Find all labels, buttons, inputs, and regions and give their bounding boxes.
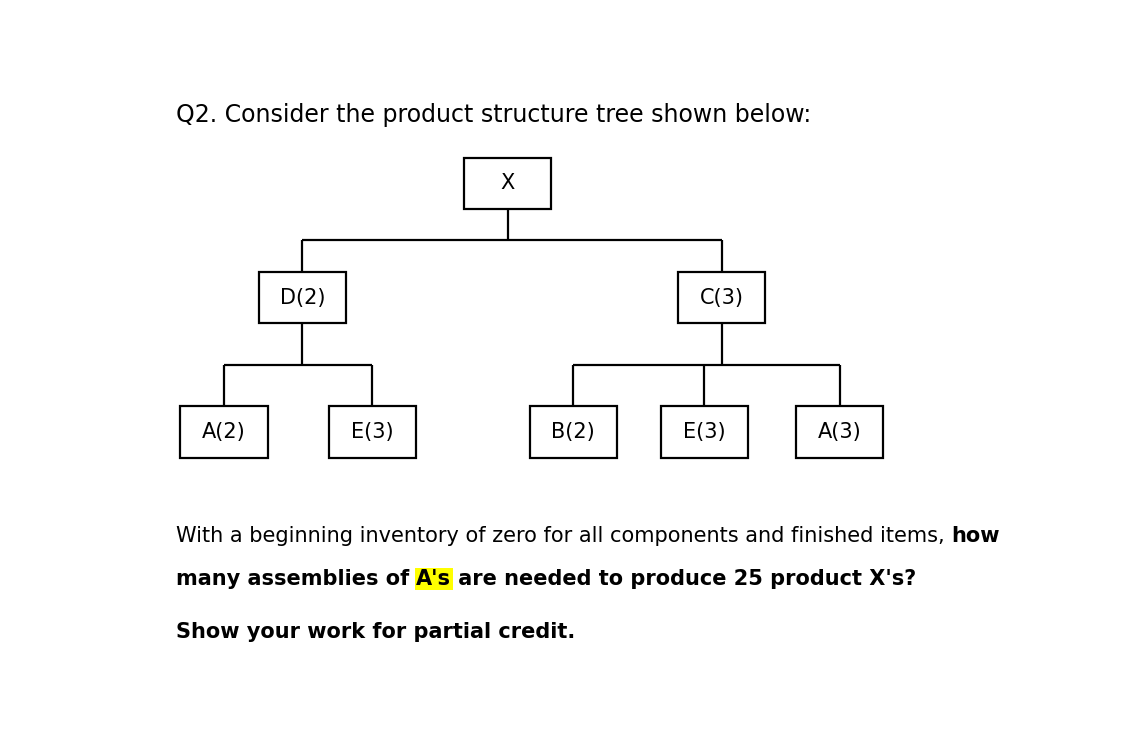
FancyBboxPatch shape xyxy=(530,406,616,458)
Text: Q2. Consider the product structure tree shown below:: Q2. Consider the product structure tree … xyxy=(176,103,811,128)
FancyBboxPatch shape xyxy=(678,272,765,324)
Text: E(3): E(3) xyxy=(350,422,393,441)
Text: are needed to produce 25 product X's?: are needed to produce 25 product X's? xyxy=(451,569,916,589)
Text: A(2): A(2) xyxy=(202,422,246,441)
Text: A's: A's xyxy=(416,569,451,589)
FancyBboxPatch shape xyxy=(329,406,416,458)
Text: E(3): E(3) xyxy=(683,422,726,441)
FancyBboxPatch shape xyxy=(660,406,748,458)
Text: how: how xyxy=(951,526,1000,546)
Text: many assemblies of: many assemblies of xyxy=(176,569,416,589)
FancyBboxPatch shape xyxy=(180,406,267,458)
Text: C(3): C(3) xyxy=(700,288,744,308)
Text: X: X xyxy=(500,174,515,194)
FancyBboxPatch shape xyxy=(464,157,551,209)
Text: B(2): B(2) xyxy=(551,422,595,441)
FancyBboxPatch shape xyxy=(259,272,346,324)
Text: With a beginning inventory of zero for all components and finished items,: With a beginning inventory of zero for a… xyxy=(176,526,951,546)
Text: D(2): D(2) xyxy=(279,288,326,308)
Text: A(3): A(3) xyxy=(818,422,861,441)
Text: Show your work for partial credit.: Show your work for partial credit. xyxy=(176,622,575,642)
FancyBboxPatch shape xyxy=(796,406,884,458)
